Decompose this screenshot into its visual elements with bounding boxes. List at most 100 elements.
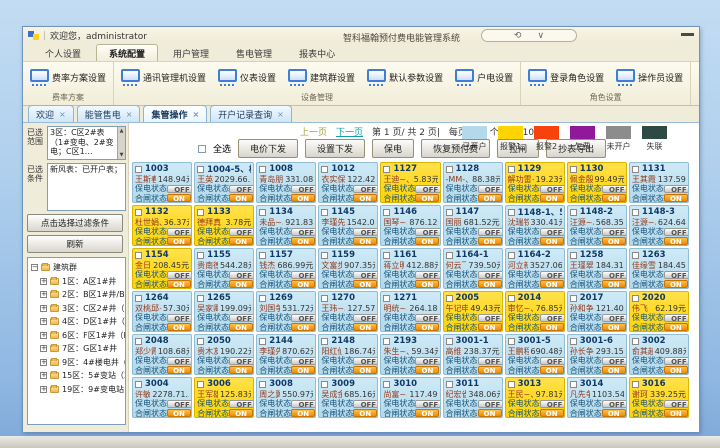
protect-off-toggle[interactable]: OFF — [663, 227, 688, 237]
filter-condition-button[interactable]: 点击选择过滤条件 — [27, 214, 123, 232]
tree-item[interactable]: + 6区：F区1#井（F区1#… — [31, 329, 125, 343]
gate-on-toggle[interactable]: ON — [663, 194, 688, 202]
gate-on-toggle[interactable]: ON — [539, 323, 564, 331]
card-checkbox[interactable] — [507, 251, 515, 259]
gate-on-toggle[interactable]: ON — [353, 323, 378, 331]
card-checkbox[interactable] — [445, 380, 453, 388]
meter-card[interactable]: 1130 佩金殷 99.49元 保电状态 OFF 合闸状态 — [566, 162, 627, 203]
next-page-link[interactable]: 下一页 — [336, 127, 364, 138]
card-checkbox[interactable] — [197, 251, 205, 259]
tree-item[interactable]: + 4区：D区1#井（D区1… — [31, 315, 125, 329]
close-icon[interactable]: × — [125, 110, 133, 119]
card-checkbox[interactable] — [445, 337, 453, 345]
ribbon-button[interactable]: 户电设置 — [453, 68, 515, 87]
prev-page-link[interactable]: 上一页 — [300, 127, 328, 138]
tab-sale-management[interactable]: 售电管理 — [236, 50, 273, 60]
card-checkbox[interactable] — [569, 208, 577, 216]
card-checkbox[interactable] — [259, 294, 267, 302]
expand-icon[interactable]: + — [40, 303, 47, 312]
tab-report-center[interactable]: 报表中心 — [299, 50, 336, 60]
meter-card[interactable]: 1004-5、相一 王英 2029.66.. 保电状态 OFF — [194, 162, 255, 203]
meter-card[interactable]: 3001-1 高维 238.37元 保电状态 OFF 合闸状 — [442, 334, 503, 375]
meter-card[interactable]: 1159 文富步 907.35元 保电状态 OFF 合闸状态 — [318, 248, 379, 289]
protect-off-toggle[interactable]: OFF — [229, 356, 254, 366]
meter-card[interactable]: 1164-1 何云飞 739.50元 保电状态 OFF 合闸 — [442, 248, 503, 289]
protect-off-toggle[interactable]: OFF — [663, 270, 688, 280]
chevron-down-icon[interactable]: ∨ — [537, 30, 545, 41]
tree-item[interactable]: + 15区：5#变站（3#变… — [31, 369, 125, 383]
meter-card[interactable]: 2005 午记申 49.43元 保电状态 OFF 合闸状态 — [442, 291, 503, 332]
gate-on-toggle[interactable]: ON — [477, 237, 502, 245]
protect-off-toggle[interactable]: OFF — [477, 356, 502, 366]
toolbar-action-button[interactable]: 设置下发 — [305, 139, 366, 158]
card-checkbox[interactable] — [259, 380, 267, 388]
protect-off-toggle[interactable]: OFF — [601, 313, 626, 323]
protect-off-toggle[interactable]: OFF — [415, 270, 440, 280]
meter-card[interactable]: 1008 青岛朋~ 331.08元 保电状态 OFF 合闸状 — [256, 162, 317, 203]
card-checkbox[interactable] — [321, 337, 329, 345]
meter-card[interactable]: 2050 贵木友 190.22元 保电状态 OFF 合闸状态 — [194, 334, 255, 375]
gate-on-toggle[interactable]: ON — [353, 237, 378, 245]
card-checkbox[interactable] — [383, 208, 391, 216]
gate-on-toggle[interactable]: ON — [167, 237, 191, 245]
gate-on-toggle[interactable]: ON — [229, 280, 254, 288]
ribbon-button[interactable]: 通讯管理机设置 — [119, 68, 208, 87]
protect-off-toggle[interactable]: OFF — [167, 356, 192, 366]
card-checkbox[interactable] — [383, 337, 391, 345]
gate-on-toggle[interactable]: ON — [353, 194, 378, 202]
protect-off-toggle[interactable]: OFF — [539, 270, 564, 280]
doc-tab-batch-operation[interactable]: 集管操作 × — [143, 105, 208, 122]
protect-off-toggle[interactable]: OFF — [601, 270, 626, 280]
gate-on-toggle[interactable]: ON — [539, 237, 564, 245]
protect-off-toggle[interactable]: OFF — [353, 270, 378, 280]
gate-on-toggle[interactable]: ON — [167, 194, 191, 202]
protect-off-toggle[interactable]: OFF — [539, 184, 564, 194]
card-checkbox[interactable] — [321, 380, 329, 388]
protect-off-toggle[interactable]: OFF — [539, 313, 564, 323]
meter-card[interactable]: 1269 刘国争 531.72元 保电状态 OFF 合闸状态 — [256, 291, 317, 332]
gate-on-toggle[interactable]: ON — [663, 323, 688, 331]
meter-card[interactable]: 1265 吴家卿 199.09元 保电状态 OFF 合闸状态 — [194, 291, 255, 332]
meter-card[interactable]: 1148-3 汪源~、 624.64元 保电状态 OFF 合 — [628, 205, 689, 246]
meter-card[interactable]: 2144 李瑾先 870.62元 保电状态 OFF 合闸状态 — [256, 334, 317, 375]
meter-card[interactable]: 1132 杜世娟、 36.37元 保电状态 OFF 合闸状态 — [132, 205, 193, 246]
toolbar-action-button[interactable]: 抄表导出 — [546, 139, 607, 158]
close-icon[interactable]: × — [59, 110, 66, 119]
gate-on-toggle[interactable]: ON — [415, 409, 440, 417]
protect-off-toggle[interactable]: OFF — [601, 227, 626, 237]
toolbar-action-button[interactable]: 拉闸 — [497, 139, 540, 158]
gate-on-toggle[interactable]: ON — [353, 366, 378, 374]
card-checkbox[interactable] — [569, 165, 577, 173]
scroll-down-icon[interactable]: ▼ — [119, 152, 124, 158]
gate-on-toggle[interactable]: ON — [601, 409, 626, 417]
ribbon-button[interactable]: 登录角色设置 — [526, 68, 606, 87]
card-checkbox[interactable] — [445, 208, 453, 216]
meter-card[interactable]: 1161 蒋立明 412.88元 保电状态 OFF 合闸状态 — [380, 248, 441, 289]
toolbar-action-button[interactable]: 电价下发 — [238, 139, 299, 158]
meter-card[interactable]: 3001-6 孙长争~ 293.15元 保电状态 OFF 合 — [566, 334, 627, 375]
card-checkbox[interactable] — [445, 251, 453, 259]
gate-on-toggle[interactable]: ON — [229, 323, 254, 331]
card-checkbox[interactable] — [569, 251, 577, 259]
meter-card[interactable]: 1263 佳缘雪~ 184.45元 保电状态 OFF 合闸状 — [628, 248, 689, 289]
protect-off-toggle[interactable]: OFF — [229, 313, 254, 323]
gate-on-toggle[interactable]: ON — [477, 194, 502, 202]
card-checkbox[interactable] — [259, 337, 267, 345]
card-checkbox[interactable] — [135, 208, 142, 216]
gate-on-toggle[interactable]: ON — [415, 323, 440, 331]
ribbon-button[interactable]: 费率方案设置 — [28, 68, 108, 87]
scroll-up-icon[interactable]: ▲ — [119, 128, 124, 134]
doc-tab-energy-sale[interactable]: 能管售电 × — [76, 105, 141, 122]
gate-on-toggle[interactable]: ON — [477, 323, 502, 331]
meter-card[interactable]: 1258 王瑾翠~ 184.31元 保电状态 OFF 合闸状 — [566, 248, 627, 289]
meter-card[interactable]: 2148 阳红仙 186.74元 保电状态 OFF 合闸状态 — [318, 334, 379, 375]
gate-on-toggle[interactable]: ON — [353, 280, 378, 288]
protect-off-toggle[interactable]: OFF — [601, 356, 626, 366]
protect-off-toggle[interactable]: OFF — [353, 313, 378, 323]
card-checkbox[interactable] — [631, 251, 639, 259]
protect-off-toggle[interactable]: OFF — [477, 270, 502, 280]
gate-on-toggle[interactable]: ON — [539, 409, 564, 417]
protect-off-toggle[interactable]: OFF — [477, 313, 502, 323]
protect-off-toggle[interactable]: OFF — [291, 356, 316, 366]
protect-off-toggle[interactable]: OFF — [601, 184, 626, 194]
